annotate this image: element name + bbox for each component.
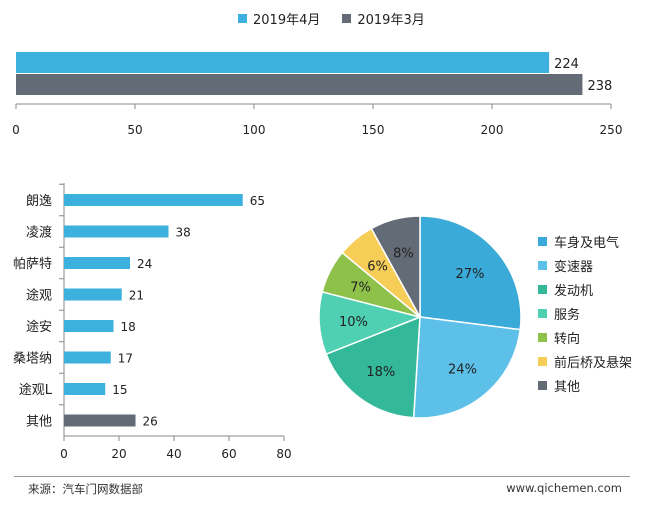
data-label: 238 — [587, 79, 612, 94]
pie-legend-swatch — [538, 236, 547, 246]
x-tick-label: 100 — [243, 123, 266, 137]
category-label: 途安 — [26, 319, 52, 335]
category-label: 桑塔纳 — [13, 352, 52, 367]
pie-slice — [419, 215, 522, 331]
pie-legend-item: 前后桥及悬架 — [538, 349, 632, 373]
slice-label: 10% — [339, 315, 368, 330]
pie-legend-item: 服务 — [538, 301, 632, 325]
pie-legend-swatch — [538, 332, 547, 342]
category-label: 凌渡 — [26, 225, 52, 241]
model-bar — [64, 320, 114, 332]
pie-legend-label: 变速器 — [554, 259, 594, 275]
x-tick-label: 20 — [111, 447, 126, 461]
category-label: 帕萨特 — [13, 257, 52, 272]
slice-label: 6% — [367, 260, 388, 275]
pie-legend-item: 车身及电气 — [538, 229, 632, 253]
slice-label: 27% — [456, 267, 485, 282]
pie-legend-swatch — [538, 308, 547, 318]
x-tick-label: 60 — [221, 447, 236, 461]
legend-swatch-apr — [238, 14, 247, 23]
pie-slice — [325, 315, 421, 419]
data-label: 17 — [118, 352, 133, 366]
model-bar — [64, 288, 122, 301]
slice-label: 8% — [393, 246, 414, 261]
source-note: 来源：汽车门网数据部 — [28, 482, 143, 496]
pie-legend-item: 其他 — [538, 373, 632, 397]
fault-category-pie-chart: 27% 24% 18% 10% 7% 6% 8% — [318, 215, 522, 419]
x-tick-label: 150 — [362, 123, 385, 137]
pie-legend-item: 变速器 — [538, 253, 632, 277]
legend-label-apr: 2019年4月 — [253, 13, 321, 28]
pie-legend: 车身及电气 变速器 发动机 服务 转向 前后桥及悬架 其他 — [538, 229, 632, 397]
legend-swatch-mar — [342, 14, 352, 23]
pie-legend-item: 转向 — [538, 325, 632, 349]
slice-label: 7% — [350, 281, 371, 296]
pie-legend-swatch — [538, 284, 547, 294]
pie-legend-label: 发动机 — [554, 283, 594, 299]
model-bar — [64, 194, 243, 206]
category-label: 朗逸 — [26, 194, 52, 209]
x-tick-label: 40 — [166, 447, 181, 461]
website-link: www.qichemen.com — [506, 481, 622, 495]
x-tick-label: 250 — [600, 123, 623, 137]
pie-legend-label: 车身及电气 — [554, 235, 620, 251]
legend-label-mar: 2019年3月 — [357, 13, 425, 28]
model-bar — [64, 257, 130, 269]
data-label: 26 — [143, 415, 158, 429]
pie-legend-label: 前后桥及悬架 — [554, 355, 633, 371]
pie-legend-label: 其他 — [554, 379, 581, 395]
category-label: 途观 — [26, 288, 52, 304]
x-tick-label: 0 — [60, 447, 68, 461]
model-bar — [64, 383, 106, 395]
pie-legend-swatch — [538, 356, 547, 366]
legend-item-apr: 2019年4月 — [238, 9, 320, 28]
data-label: 24 — [137, 257, 152, 271]
data-label: 18 — [121, 320, 136, 334]
data-label: 38 — [176, 226, 191, 240]
bar-mar — [16, 74, 583, 95]
pie-slice — [412, 316, 522, 419]
category-label: 途观L — [19, 382, 53, 398]
data-label: 21 — [129, 289, 144, 303]
data-label: 224 — [554, 57, 579, 72]
model-bar-chart: 0 20 40 60 80 朗逸 65 凌渡 38 帕萨特 24 途观 21 途安 18 桑塔纳 17 途观L 15… — [13, 183, 292, 461]
x-tick-label: 50 — [127, 123, 142, 137]
pie-legend-label: 服务 — [554, 307, 581, 323]
legend-item-mar: 2019年3月 — [342, 9, 425, 28]
pie-slice — [370, 215, 421, 318]
pie-legend-label: 转向 — [554, 331, 581, 347]
model-bar — [64, 351, 111, 364]
total-comparison-bar-chart: 0 50 100 150 200 250 224 238 — [12, 52, 623, 137]
footer-divider — [14, 476, 630, 477]
model-bar — [64, 225, 169, 238]
pie-legend-swatch — [538, 260, 547, 270]
pie-legend-swatch — [538, 380, 547, 390]
bar-apr — [16, 52, 550, 73]
slice-label: 24% — [448, 362, 477, 377]
pie-legend-item: 发动机 — [538, 277, 632, 301]
x-tick-label: 200 — [481, 123, 504, 137]
x-tick-label: 0 — [12, 123, 20, 137]
model-bar — [64, 414, 136, 427]
slice-label: 18% — [366, 365, 395, 380]
top-legend: 2019年4月 2019年3月 — [238, 9, 425, 28]
data-label: 65 — [250, 194, 265, 208]
category-label: 其他 — [26, 415, 52, 430]
x-tick-label: 80 — [276, 447, 291, 461]
data-label: 15 — [112, 383, 127, 397]
